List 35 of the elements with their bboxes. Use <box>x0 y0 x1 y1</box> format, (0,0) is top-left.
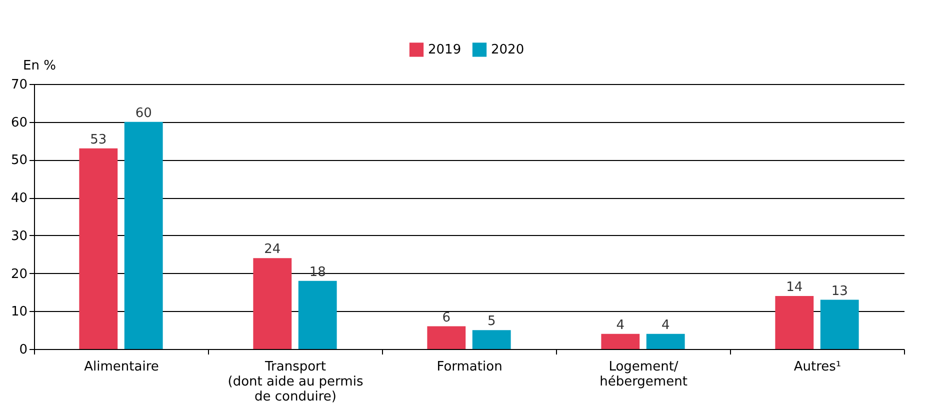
y-tick-label: 30 <box>10 228 28 244</box>
bar <box>298 280 337 349</box>
y-tick-label: 10 <box>10 304 28 320</box>
y-tick-label: 70 <box>10 78 28 92</box>
y-tick-label: 50 <box>10 153 28 168</box>
y-tick-label: 0 <box>19 342 28 358</box>
data-label: 4 <box>616 318 625 333</box>
data-label: 6 <box>442 310 451 326</box>
data-label: 53 <box>90 132 107 148</box>
y-tick-label: 20 <box>10 266 28 282</box>
data-label: 60 <box>135 106 152 121</box>
bar <box>124 122 163 349</box>
data-label: 24 <box>264 242 281 258</box>
x-tick-label: Alimentaire <box>84 360 159 374</box>
y-axis-title: En % <box>23 58 56 74</box>
x-tick-label: Autres¹ <box>794 360 842 374</box>
data-label: 4 <box>661 318 670 333</box>
data-label: 13 <box>831 284 848 299</box>
x-tick-label: Transport (dont aide au permis de conduire) <box>228 360 364 404</box>
bar <box>427 326 466 349</box>
x-tick-label: Formation <box>436 360 502 374</box>
bar <box>79 148 118 349</box>
bar <box>646 334 685 349</box>
data-label: 14 <box>786 280 803 295</box>
legend-label: 2019 <box>428 42 462 58</box>
bar <box>253 258 292 349</box>
legend-label: 2020 <box>491 42 524 58</box>
x-tick-label: Logement/ hébergement <box>600 360 688 390</box>
y-tick-label: 40 <box>10 191 28 206</box>
bar <box>820 300 859 349</box>
data-label: 5 <box>487 314 496 330</box>
bar <box>775 296 814 349</box>
bar <box>472 330 511 349</box>
y-tick-label: 60 <box>10 115 28 130</box>
bar <box>601 334 640 349</box>
